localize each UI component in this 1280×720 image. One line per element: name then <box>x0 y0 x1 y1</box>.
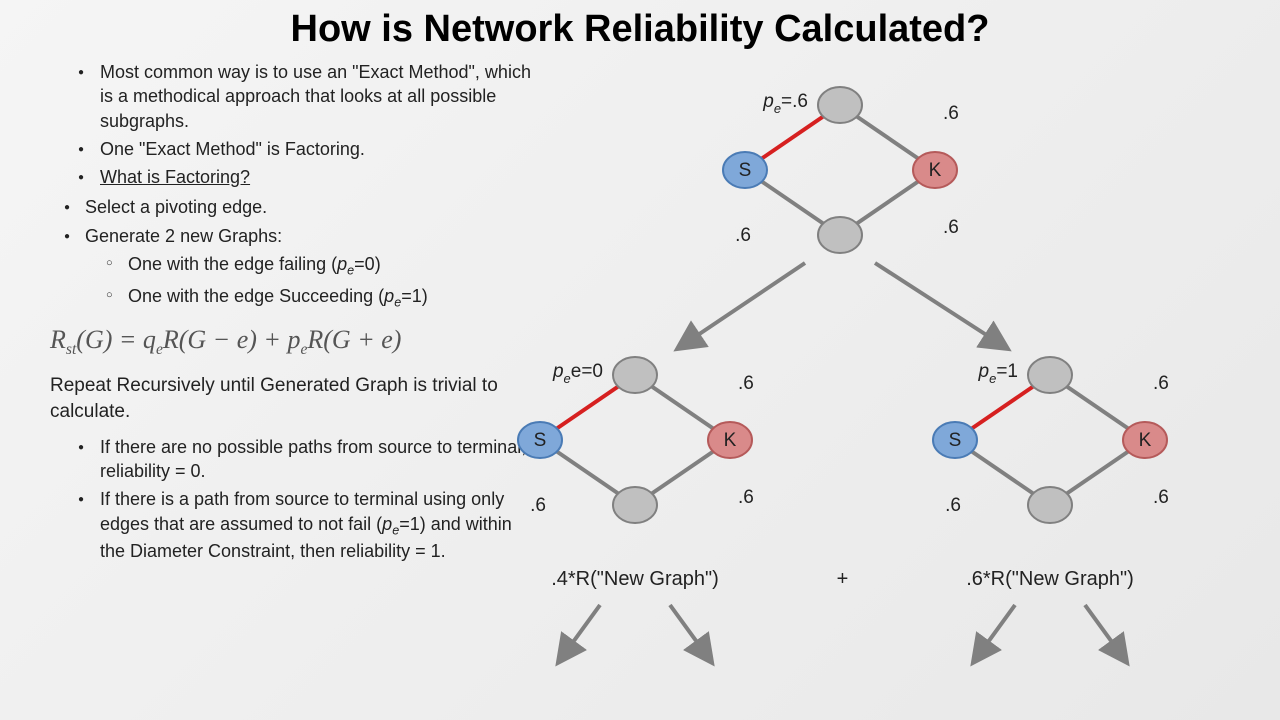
svg-text:.6: .6 <box>735 225 751 246</box>
svg-text:pe=1: pe=1 <box>978 361 1018 386</box>
svg-text:.6: .6 <box>530 495 546 516</box>
slide-title: How is Network Reliability Calculated? <box>0 0 1280 51</box>
svg-text:+: + <box>837 568 849 590</box>
svg-text:.6: .6 <box>943 217 959 238</box>
text-content: Most common way is to use an "Exact Meth… <box>50 60 540 568</box>
bullet-trivial-0: If there are no possible paths from sour… <box>50 435 540 484</box>
svg-text:.6: .6 <box>945 495 961 516</box>
factoring-diagram: SKpe=.6.6.6.6SKpee=0.6.6.6SKpe=1.6.6.6.4… <box>500 95 1270 715</box>
svg-text:.6: .6 <box>738 373 754 394</box>
svg-text:.6: .6 <box>1153 373 1169 394</box>
svg-text:S: S <box>739 160 752 181</box>
bullet-trivial-1: If there is a path from source to termin… <box>50 487 540 563</box>
svg-text:pe=.6: pe=.6 <box>762 91 808 116</box>
diagram-area: SKpe=.6.6.6.6SKpee=0.6.6.6SKpe=1.6.6.6.4… <box>500 95 1270 715</box>
bullet-fail: One with the edge failing (pe=0) <box>50 252 540 280</box>
svg-text:K: K <box>1139 430 1152 451</box>
svg-text:S: S <box>949 430 962 451</box>
svg-text:.4*R("New Graph"): .4*R("New Graph") <box>551 568 719 590</box>
bullet-generate: Generate 2 new Graphs: <box>50 224 540 248</box>
svg-text:.6: .6 <box>738 487 754 508</box>
svg-text:K: K <box>929 160 942 181</box>
svg-text:.6: .6 <box>943 103 959 124</box>
svg-text:.6*R("New Graph"): .6*R("New Graph") <box>966 568 1134 590</box>
formula: Rst(G) = qeR(G − e) + peR(G + e) <box>50 325 540 359</box>
bullet-factoring: One "Exact Method" is Factoring. <box>50 137 540 161</box>
svg-text:K: K <box>724 430 737 451</box>
svg-text:S: S <box>534 430 547 451</box>
svg-text:.6: .6 <box>1153 487 1169 508</box>
bullet-what-is: What is Factoring? <box>50 165 540 189</box>
bullet-exact-method: Most common way is to use an "Exact Meth… <box>50 60 540 133</box>
bullet-succeed: One with the edge Succeeding (pe=1) <box>50 284 540 312</box>
svg-text:pee=0: pee=0 <box>552 361 603 386</box>
repeat-text: Repeat Recursively until Generated Graph… <box>50 373 540 424</box>
bullet-pivot: Select a pivoting edge. <box>50 195 540 219</box>
